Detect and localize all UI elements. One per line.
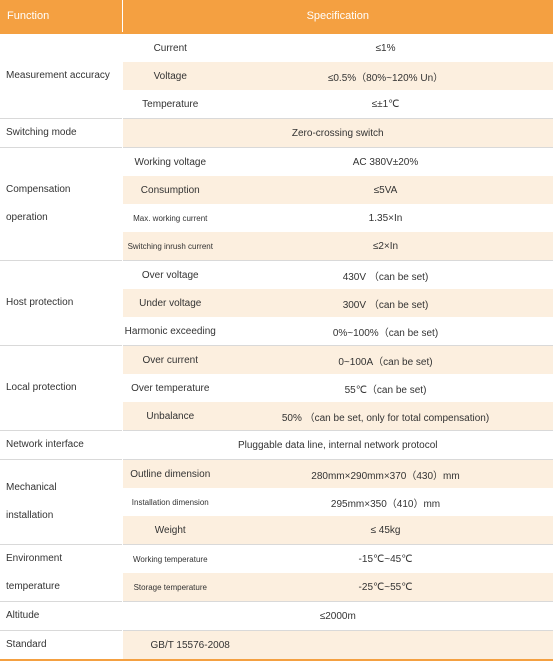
table-row: Compensation operation Working voltage A… [0, 147, 553, 261]
table-row: Mechanical installation Outline dimensio… [0, 459, 553, 545]
spec-cell: -25℃~55℃ [218, 573, 553, 602]
spec-cell: ≤0.5%（80%~120% Un） [218, 62, 553, 90]
row-label-altitude: Altitude [0, 601, 123, 631]
row-label-line: Mechanical [6, 482, 57, 493]
param-cell: Working voltage [122, 147, 218, 176]
param-cell: Max. working current [133, 213, 208, 223]
table-row: Host protection Over voltage 430V （can b… [0, 260, 553, 346]
table-row: Local protection Over current 0~100A（can… [0, 345, 553, 431]
spec-cell: -15℃~45℃ [218, 544, 553, 573]
spec-cell: Pluggable data line, internal network pr… [122, 430, 553, 460]
table-row: Network interface Pluggable data line, i… [0, 430, 553, 460]
param-cell: Weight [122, 516, 218, 545]
table-row: Switching inrush current ≤2×In [0, 232, 553, 261]
spec-cell: ≤ 45kg [218, 516, 553, 545]
spec-cell: 0~100A（can be set) [218, 345, 553, 374]
param-cell: Harmonic exceeding [124, 325, 216, 337]
row-label-line: Environment [6, 553, 63, 564]
spec-cell: ≤2000m [122, 601, 553, 631]
table-row: Altitude ≤2000m [0, 601, 553, 631]
param-cell: Installation dimension [131, 497, 209, 507]
spec-cell: 0%~100%（can be set) [332, 327, 439, 339]
spec-cell: ≤5VA [218, 176, 553, 204]
row-label-host: Host protection [0, 260, 123, 346]
table-row: Installation dimension 295mm×350（410）mm [0, 488, 553, 516]
param-cell: Under voltage [122, 289, 218, 317]
row-label-network: Network interface [0, 430, 123, 460]
spec-cell: Zero-crossing switch [122, 118, 553, 148]
spec-cell: 55℃（can be set) [344, 384, 427, 396]
table-row: Harmonic exceeding 0%~100%（can be set) [0, 317, 553, 346]
spec-cell: 1.35×In [368, 212, 403, 224]
row-label-mechanical: Mechanical installation [0, 459, 123, 545]
param-cell: Temperature [142, 98, 199, 110]
table-row: Switching mode Zero-crossing switch [0, 118, 553, 148]
row-label-standard: Standard [0, 630, 123, 661]
table-row: Measurement accuracy Current ≤1% [0, 32, 553, 119]
row-label-environment: Environment temperature [0, 544, 123, 602]
spec-cell: 280mm×290mm×370（430）mm [218, 459, 553, 488]
spec-cell: 50% （can be set, only for total compensa… [218, 402, 553, 431]
row-label-line: Compensation [6, 184, 71, 195]
table-row: Weight ≤ 45kg [0, 516, 553, 545]
table-row: Max. working current 1.35×In [0, 204, 553, 232]
param-cell: Storage temperature [122, 573, 218, 602]
table-row: Under voltage 300V （can be set) [0, 289, 553, 317]
table-row: Over temperature 55℃（can be set) [0, 374, 553, 402]
param-cell: Voltage [122, 62, 218, 90]
row-label-measurement: Measurement accuracy [0, 32, 123, 119]
param-cell: Outline dimension [122, 459, 218, 488]
row-label-line: installation [6, 510, 54, 521]
table-row: Environment temperature Working temperat… [0, 544, 553, 602]
spec-cell: 430V （can be set) [218, 260, 553, 289]
spec-cell: 295mm×350（410）mm [330, 498, 441, 510]
param-cell: Consumption [122, 176, 218, 204]
param-cell: Over current [122, 345, 218, 374]
row-label-compensation: Compensation operation [0, 147, 123, 261]
table-row: Storage temperature -25℃~55℃ [0, 573, 553, 602]
spec-cell: ≤2×In [218, 232, 553, 261]
param-cell: Switching inrush current [122, 232, 218, 261]
param-cell: Unbalance [122, 402, 218, 431]
spec-cell: 300V （can be set) [218, 289, 553, 317]
spec-cell: ≤1% [218, 32, 553, 62]
row-label-line: temperature [6, 581, 60, 592]
table-row: Unbalance 50% （can be set, only for tota… [0, 402, 553, 431]
spec-cell: ≤±1℃ [371, 98, 400, 110]
row-label-local: Local protection [0, 345, 123, 431]
table-header-row: Function Specification [0, 0, 553, 33]
header-specification: Specification [122, 0, 553, 33]
param-cell: Over voltage [122, 260, 218, 289]
param-cell: Working temperature [122, 544, 218, 573]
table-row: Standard GB/T 15576-2008 [0, 630, 553, 661]
spec-cell: AC 380V±20% [218, 147, 553, 176]
param-cell: Current [122, 32, 218, 62]
table-row: Voltage ≤0.5%（80%~120% Un） [0, 62, 553, 90]
row-label-line: operation [6, 212, 48, 223]
row-label-switching: Switching mode [0, 118, 123, 148]
table-row: Consumption ≤5VA [0, 176, 553, 204]
param-cell: Over temperature [131, 382, 210, 394]
table-row: Temperature ≤±1℃ [0, 90, 553, 119]
header-function: Function [0, 0, 123, 33]
spec-cell: GB/T 15576-2008 [122, 630, 553, 661]
